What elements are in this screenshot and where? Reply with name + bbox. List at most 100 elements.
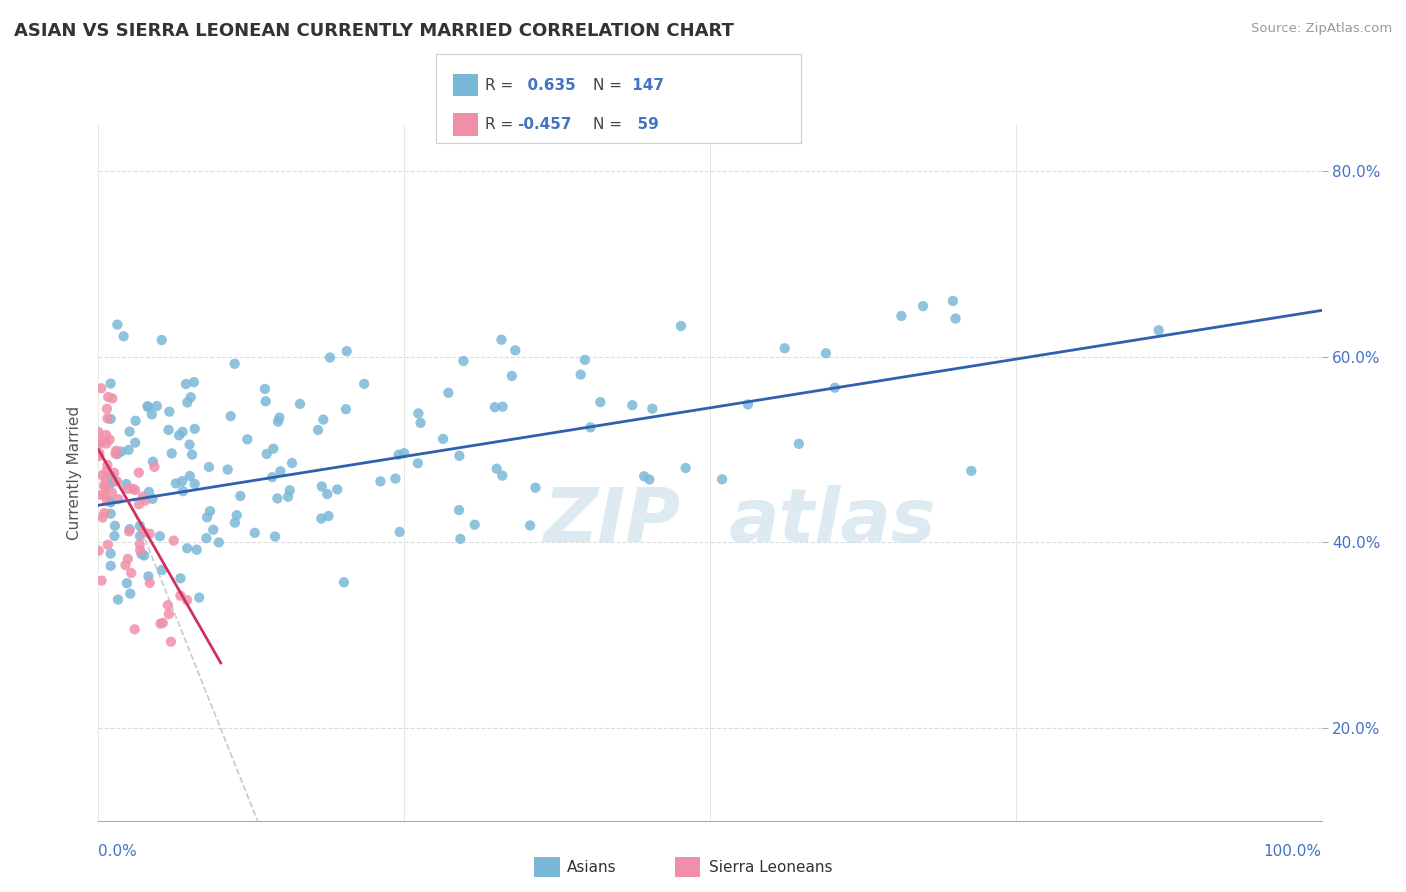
Point (96, 464, 118, 478)
Point (169, 589, 191, 603)
Point (1147, 323, 1170, 337)
Point (157, 607, 180, 621)
Point (149, 616, 172, 631)
Point (814, 346, 837, 360)
Point (188, 591, 211, 605)
Point (485, 461, 508, 475)
Point (100, 376, 122, 391)
Point (176, 395, 198, 409)
Point (262, 442, 284, 456)
Point (141, 408, 163, 422)
Point (384, 472, 406, 486)
Point (501, 368, 523, 383)
Point (138, 576, 160, 591)
Point (100, 494, 122, 508)
Point (136, 399, 159, 413)
Point (129, 529, 152, 543)
Point (124, 414, 146, 428)
Point (94, 480, 117, 494)
Text: 0.635: 0.635 (517, 78, 576, 93)
Point (574, 352, 596, 367)
Point (388, 448, 411, 462)
Point (180, 390, 202, 404)
Point (105, 443, 128, 458)
Point (256, 447, 278, 461)
Point (449, 449, 471, 463)
Point (169, 571, 191, 585)
Point (174, 377, 197, 392)
Point (333, 575, 356, 590)
Point (336, 344, 359, 359)
Point (172, 474, 194, 488)
Point (89, 436, 111, 450)
Point (669, 318, 692, 333)
Point (131, 547, 153, 561)
Point (409, 416, 432, 430)
Point (91, 468, 114, 483)
Point (93, 506, 115, 520)
Point (335, 402, 357, 417)
Point (179, 437, 201, 451)
Point (229, 489, 252, 503)
Point (101, 485, 124, 500)
Point (100, 547, 122, 561)
Point (519, 518, 541, 533)
Point (464, 517, 486, 532)
Point (945, 311, 967, 326)
Point (117, 552, 139, 566)
Text: N =: N = (593, 78, 623, 93)
Point (269, 410, 291, 425)
Text: R =: R = (485, 118, 513, 132)
Point (447, 503, 470, 517)
Text: Source: ZipAtlas.com: Source: ZipAtlas.com (1251, 22, 1392, 36)
Point (96, 411, 118, 425)
Point (134, 493, 156, 508)
Point (311, 479, 333, 493)
Point (408, 406, 430, 420)
Point (319, 351, 342, 365)
Point (262, 470, 284, 484)
Point (89, 446, 111, 460)
Point (93, 478, 115, 492)
Point (406, 456, 429, 470)
Point (165, 476, 187, 491)
Point (142, 455, 165, 469)
Point (132, 524, 155, 539)
Point (129, 543, 152, 558)
Point (100, 412, 122, 426)
Point (91, 510, 114, 524)
Point (942, 293, 965, 308)
Point (103, 466, 125, 480)
Text: ASIAN VS SIERRA LEONEAN CURRENTLY MARRIED CORRELATION CHART: ASIAN VS SIERRA LEONEAN CURRENTLY MARRIE… (14, 22, 734, 40)
Text: -0.457: -0.457 (517, 118, 572, 132)
Point (453, 354, 475, 368)
Point (449, 532, 471, 546)
Point (97, 538, 120, 552)
Point (195, 531, 218, 545)
Point (120, 566, 142, 580)
Text: 100.0%: 100.0% (1264, 845, 1322, 859)
Point (100, 507, 122, 521)
Point (960, 464, 983, 478)
Point (94, 428, 117, 442)
Point (87, 425, 110, 440)
Point (172, 425, 194, 439)
Point (134, 549, 156, 563)
Point (100, 558, 122, 573)
Text: R =: R = (485, 78, 513, 93)
Point (277, 490, 299, 504)
Point (176, 541, 198, 556)
Point (136, 400, 159, 414)
Point (118, 425, 141, 439)
Point (124, 623, 146, 637)
Point (128, 497, 150, 511)
Point (264, 529, 287, 543)
Point (138, 485, 160, 500)
Point (146, 399, 169, 413)
Point (392, 446, 415, 460)
Point (267, 415, 290, 429)
Point (103, 529, 125, 543)
Point (160, 634, 183, 648)
Text: 0.0%: 0.0% (98, 845, 138, 859)
Point (96, 401, 118, 416)
